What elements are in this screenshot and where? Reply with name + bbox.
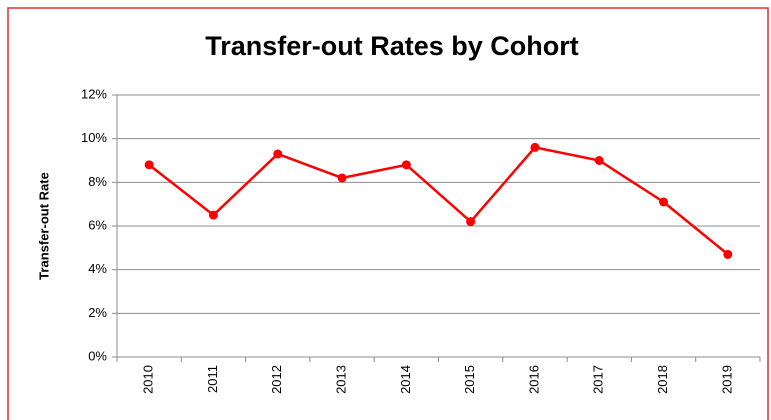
x-tick-label: 2018 [655, 365, 670, 394]
x-tick-label: 2016 [526, 365, 541, 394]
y-tick-label: 8% [88, 174, 107, 189]
data-point [401, 160, 411, 170]
data-point [337, 173, 347, 183]
y-tick-label: 10% [81, 130, 107, 145]
data-point [466, 217, 476, 227]
x-tick-label: 2013 [333, 365, 348, 394]
data-point [594, 156, 604, 165]
y-tick-label: 12% [81, 86, 107, 101]
y-tick-label: 2% [88, 305, 107, 320]
x-tick-label: 2012 [269, 365, 284, 394]
series-line [148, 146, 729, 256]
x-tick-label: 2010 [141, 365, 156, 394]
data-point [723, 249, 733, 259]
y-axis-title: Transfer-out Rate [36, 172, 51, 280]
x-tick-label: 2019 [719, 365, 734, 394]
data-point [208, 210, 218, 220]
data-point [530, 142, 540, 152]
data-point [144, 160, 154, 170]
x-tick-label: 2017 [591, 365, 606, 394]
y-tick-label: 6% [88, 217, 107, 232]
x-tick-label: 2011 [205, 365, 220, 393]
chart-title: Transfer-out Rates by Cohort [205, 31, 579, 61]
x-tick-label: 2014 [398, 365, 413, 394]
data-point [659, 197, 669, 207]
y-tick-label: 4% [88, 261, 107, 276]
data-point [273, 149, 283, 159]
y-tick-label: 0% [88, 348, 107, 363]
x-tick-label: 2015 [462, 365, 477, 394]
chart-border [7, 7, 769, 420]
